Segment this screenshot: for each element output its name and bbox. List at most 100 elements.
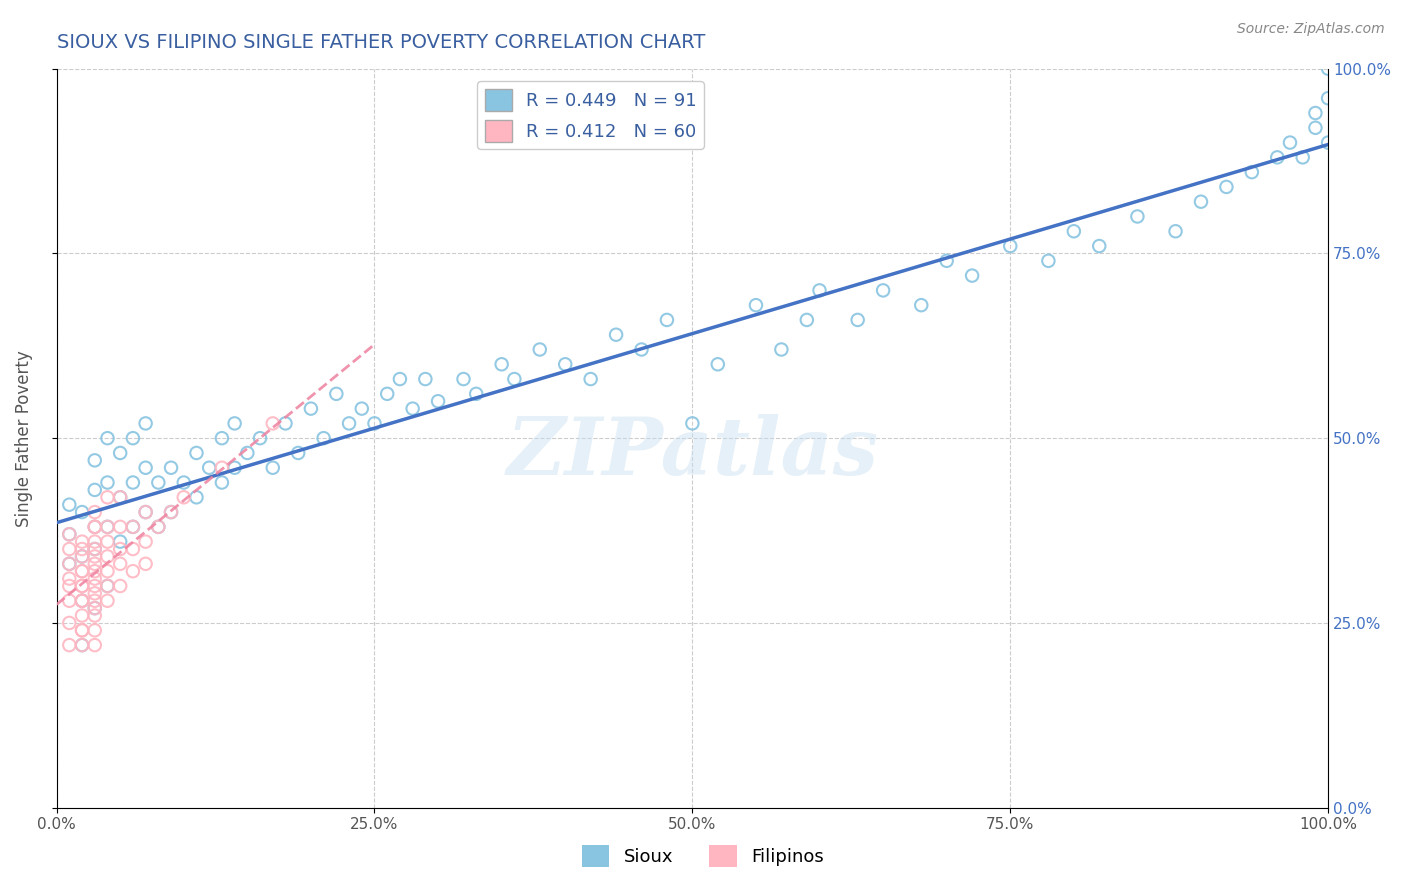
Point: [70, 564, 93, 578]
Point: [1240, 165, 1263, 179]
Point: [453, 372, 475, 386]
Point: [108, 520, 131, 534]
Point: [83, 549, 105, 564]
Point: [808, 284, 831, 298]
Point: [375, 387, 398, 401]
Point: [83, 601, 105, 615]
Point: [1265, 150, 1288, 164]
Point: [1126, 210, 1149, 224]
Point: [173, 475, 195, 490]
Point: [83, 572, 105, 586]
Point: [83, 564, 105, 578]
Point: [70, 549, 93, 564]
Point: [83, 557, 105, 571]
Point: [325, 387, 347, 401]
Point: [135, 505, 157, 519]
Point: [83, 453, 105, 467]
Point: [96, 579, 118, 593]
Point: [70, 579, 93, 593]
Point: [1215, 180, 1237, 194]
Point: [122, 431, 145, 445]
Point: [186, 446, 208, 460]
Point: [96, 475, 118, 490]
Point: [262, 417, 284, 431]
Point: [745, 298, 768, 312]
Point: [872, 284, 894, 298]
Point: [96, 520, 118, 534]
Point: [108, 557, 131, 571]
Point: [491, 357, 513, 371]
Point: [108, 534, 131, 549]
Point: [465, 387, 488, 401]
Point: [83, 483, 105, 497]
Point: [122, 564, 145, 578]
Point: [655, 313, 678, 327]
Point: [681, 417, 703, 431]
Point: [58, 579, 80, 593]
Point: [58, 498, 80, 512]
Point: [796, 313, 818, 327]
Point: [224, 417, 246, 431]
Point: [70, 564, 93, 578]
Point: [160, 505, 183, 519]
Point: [135, 460, 157, 475]
Point: [96, 491, 118, 505]
Point: [1317, 136, 1340, 150]
Point: [83, 624, 105, 638]
Point: [960, 268, 983, 283]
Point: [630, 343, 652, 357]
Text: Source: ZipAtlas.com: Source: ZipAtlas.com: [1237, 22, 1385, 37]
Point: [274, 417, 297, 431]
Point: [337, 417, 360, 431]
Point: [135, 505, 157, 519]
Point: [96, 579, 118, 593]
Point: [70, 608, 93, 623]
Point: [83, 601, 105, 615]
Point: [122, 520, 145, 534]
Point: [312, 431, 335, 445]
Point: [1164, 224, 1187, 238]
Point: [83, 638, 105, 652]
Point: [58, 593, 80, 607]
Point: [70, 579, 93, 593]
Point: [83, 542, 105, 557]
Point: [96, 534, 118, 549]
Point: [70, 624, 93, 638]
Point: [605, 327, 627, 342]
Point: [186, 491, 208, 505]
Point: [58, 572, 80, 586]
Point: [401, 401, 423, 416]
Point: [96, 564, 118, 578]
Point: [224, 460, 246, 475]
Point: [148, 520, 170, 534]
Point: [96, 431, 118, 445]
Point: [83, 579, 105, 593]
Point: [211, 475, 233, 490]
Point: [1305, 106, 1327, 120]
Point: [58, 527, 80, 541]
Legend: R = 0.449   N = 91, R = 0.412   N = 60: R = 0.449 N = 91, R = 0.412 N = 60: [478, 81, 704, 149]
Point: [236, 446, 259, 460]
Point: [1317, 91, 1340, 105]
Legend: Sioux, Filipinos: Sioux, Filipinos: [575, 838, 831, 874]
Point: [363, 417, 385, 431]
Point: [83, 608, 105, 623]
Point: [427, 394, 450, 409]
Point: [173, 491, 195, 505]
Point: [70, 534, 93, 549]
Point: [83, 542, 105, 557]
Point: [160, 460, 183, 475]
Point: [211, 431, 233, 445]
Point: [96, 593, 118, 607]
Point: [388, 372, 411, 386]
Point: [83, 520, 105, 534]
Point: [579, 372, 602, 386]
Point: [910, 298, 932, 312]
Point: [83, 593, 105, 607]
Point: [135, 417, 157, 431]
Point: [503, 372, 526, 386]
Point: [1278, 136, 1301, 150]
Point: [96, 549, 118, 564]
Point: [70, 505, 93, 519]
Point: [58, 542, 80, 557]
